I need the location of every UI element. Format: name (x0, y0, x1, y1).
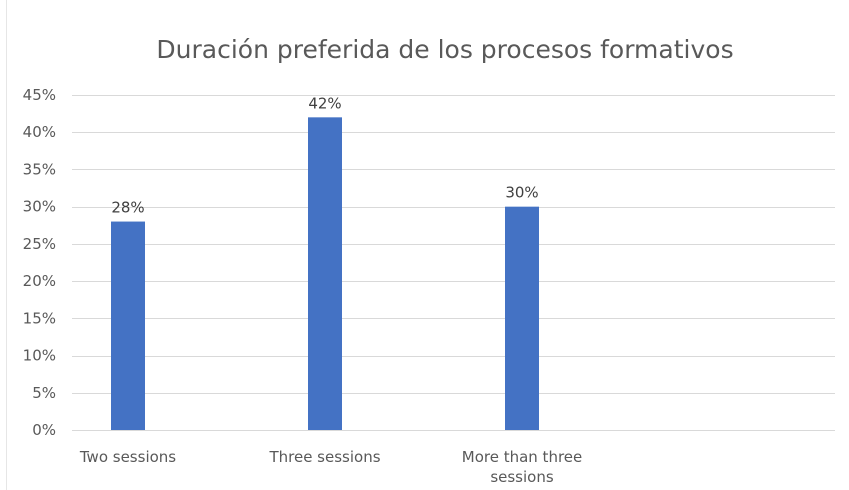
y-tick-label: 15% (23, 309, 56, 327)
category-label: Three sessions (268, 448, 380, 466)
category-label: Two sessions (79, 448, 176, 466)
y-tick-label: 35% (23, 160, 56, 178)
bar (308, 117, 342, 430)
bar (111, 221, 145, 430)
chart-title: Duración preferida de los procesos forma… (156, 35, 733, 64)
y-tick-label: 0% (32, 421, 56, 439)
y-tick-label: 5% (32, 384, 56, 402)
data-labels: 28% 42% 30% (111, 94, 538, 216)
y-axis-ticks: 0% 5% 10% 15% 20% 25% 30% 35% 40% 45% (23, 86, 56, 439)
y-tick-label: 40% (23, 123, 56, 141)
y-tick-label: 45% (23, 86, 56, 104)
gridlines (72, 95, 835, 431)
data-label: 28% (111, 199, 144, 217)
y-tick-label: 20% (23, 272, 56, 290)
category-label: More than three sessions (462, 448, 583, 486)
y-tick-label: 25% (23, 235, 56, 253)
x-axis-categories: Two sessions Three sessions More than thre… (79, 448, 582, 486)
data-label: 30% (505, 184, 538, 202)
bar (505, 206, 539, 430)
data-label: 42% (308, 94, 341, 112)
y-tick-label: 30% (23, 198, 56, 216)
bars (111, 117, 539, 430)
y-tick-label: 10% (23, 347, 56, 365)
